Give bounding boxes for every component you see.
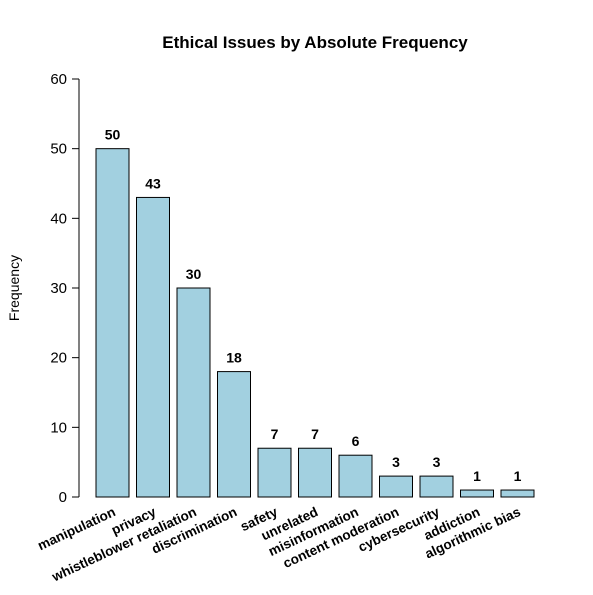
data-label: 50 [105, 127, 121, 143]
y-tick-label: 30 [50, 280, 67, 297]
bar-manipulation [95, 148, 130, 498]
bar-privacy [136, 196, 170, 498]
bar-unrelated [298, 447, 332, 498]
y-tick-label: 40 [50, 210, 67, 227]
y-tick-label: 10 [50, 419, 67, 436]
bar-algorithmic-bias [500, 489, 535, 498]
bar-whistleblower-retaliation [176, 287, 211, 498]
data-label: 1 [514, 468, 522, 484]
y-tick-label: 50 [50, 141, 67, 158]
bar-safety [257, 447, 292, 498]
data-label: 7 [311, 426, 319, 442]
data-label: 7 [271, 426, 279, 442]
data-label: 43 [145, 175, 161, 191]
y-tick-label: 60 [50, 71, 67, 88]
bar-content-moderation [379, 475, 413, 498]
y-tick-label: 0 [59, 489, 67, 506]
data-label: 3 [433, 454, 441, 470]
chart-title: Ethical Issues by Absolute Frequency [162, 33, 468, 52]
data-label: 18 [226, 350, 242, 366]
y-axis: 0 10 20 30 40 50 60 [50, 71, 80, 506]
bar-misinformation [338, 454, 373, 498]
data-label: 3 [392, 454, 400, 470]
data-label: 6 [352, 433, 360, 449]
bar-cybersecurity [419, 475, 454, 498]
bar-discrimination [217, 371, 251, 498]
y-axis-label: Frequency [6, 255, 22, 321]
bar-addiction [460, 489, 494, 498]
bars-group [95, 148, 535, 498]
data-label: 1 [473, 468, 481, 484]
data-labels-group: 50 43 30 18 7 7 6 3 3 1 1 [105, 127, 522, 484]
data-label: 30 [186, 266, 202, 282]
y-tick-label: 20 [50, 350, 67, 367]
